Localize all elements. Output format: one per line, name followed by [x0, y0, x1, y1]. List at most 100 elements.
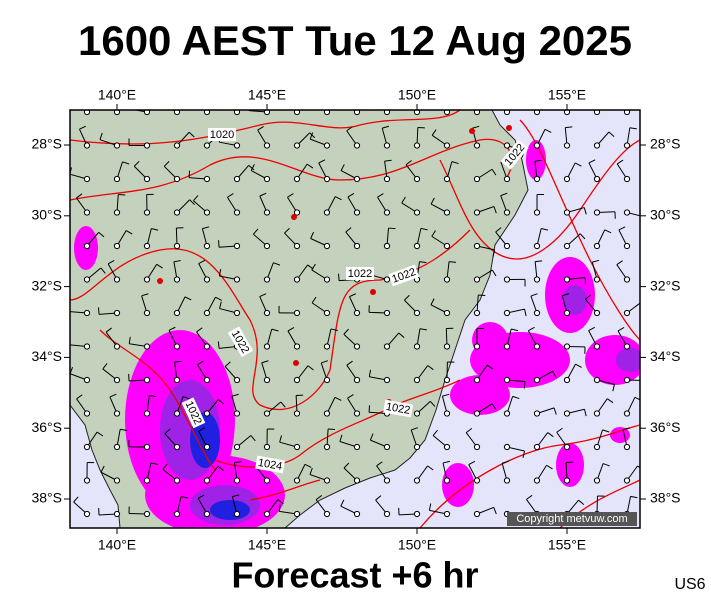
barb [163, 161, 170, 167]
barb [585, 294, 592, 300]
station-circle [563, 309, 571, 317]
station-circle [383, 510, 391, 518]
station-circle [113, 477, 121, 484]
barb [429, 401, 436, 407]
station-circle [113, 175, 121, 183]
station-circle [323, 309, 331, 317]
barb [248, 164, 255, 171]
barb [315, 495, 323, 501]
station-circle [443, 443, 451, 451]
barb [493, 206, 497, 214]
station-circle [203, 477, 211, 484]
barb [612, 384, 615, 392]
station-circle [533, 276, 541, 283]
station-circle [233, 477, 241, 484]
station-circle [413, 410, 421, 417]
barb [174, 360, 182, 363]
station-circle [623, 142, 631, 149]
station-circle [353, 142, 361, 149]
station-circle [353, 209, 361, 216]
barb [517, 97, 523, 101]
isobar-label-group: 1020 [208, 128, 236, 141]
station-circle [443, 242, 451, 250]
station-circle [173, 309, 181, 317]
station-circle [503, 477, 511, 484]
barb [575, 363, 582, 368]
barb [198, 427, 206, 432]
barb [618, 226, 626, 231]
station-circle [533, 142, 541, 149]
station-circle [593, 110, 601, 116]
barb [198, 93, 204, 97]
barb [217, 465, 224, 471]
barb [448, 261, 457, 263]
station-circle [593, 343, 601, 350]
barb [122, 161, 130, 165]
barb [346, 93, 352, 97]
barb [528, 326, 535, 332]
barb [161, 97, 164, 103]
barb [346, 126, 353, 132]
barb [562, 293, 570, 297]
barb [196, 327, 203, 333]
station-circle [383, 376, 391, 384]
station-circle [143, 410, 151, 417]
barb [141, 293, 149, 297]
barb [541, 228, 549, 231]
station-circle [203, 142, 211, 149]
station-circle [353, 443, 361, 451]
barb [491, 168, 497, 176]
barb [173, 260, 181, 263]
barb [369, 433, 374, 441]
barb [339, 434, 343, 442]
barb [584, 277, 587, 285]
station-circle [413, 477, 421, 484]
station-circle [443, 477, 451, 484]
station-circle [593, 142, 601, 149]
barb [310, 231, 315, 239]
barb [634, 396, 640, 401]
station-circle [203, 309, 211, 317]
station-circle [83, 443, 91, 451]
station-circle [533, 110, 541, 116]
station-circle [443, 376, 451, 384]
station-circle [323, 477, 331, 484]
station-circle [203, 410, 211, 417]
station-circle [413, 209, 421, 216]
barb [252, 228, 259, 235]
barb [284, 227, 290, 234]
barb [76, 193, 83, 199]
latitude-label: 34°S [650, 348, 681, 364]
longitude-label: 155°E [548, 87, 586, 103]
station-circle [263, 110, 271, 116]
barb [287, 326, 295, 332]
isobar-label-box [383, 399, 414, 418]
longitude-label: 140°E [98, 87, 136, 103]
station-circle [173, 376, 181, 384]
barb [588, 159, 596, 164]
station-circle [143, 510, 151, 518]
latitude-label: 36°S [650, 419, 681, 435]
barb [511, 328, 519, 332]
station-circle [443, 175, 451, 183]
barb [427, 465, 434, 471]
station-circle [293, 376, 301, 384]
barb [340, 164, 345, 171]
station-circle [443, 110, 451, 116]
station-circle [623, 376, 631, 384]
barb [218, 269, 222, 277]
station-circle [323, 209, 331, 216]
barb [491, 403, 497, 410]
station-circle [233, 175, 241, 183]
barb [232, 494, 240, 498]
station-circle [503, 309, 511, 317]
latitude-label: 32°S [650, 277, 681, 293]
station-circle [203, 443, 211, 451]
isobar-label: 1024 [257, 457, 283, 473]
station-circle [563, 110, 571, 116]
station-circle [263, 376, 271, 384]
barb [197, 360, 204, 366]
station-circle [353, 242, 361, 250]
barb [592, 93, 599, 95]
station-circle [143, 175, 151, 183]
